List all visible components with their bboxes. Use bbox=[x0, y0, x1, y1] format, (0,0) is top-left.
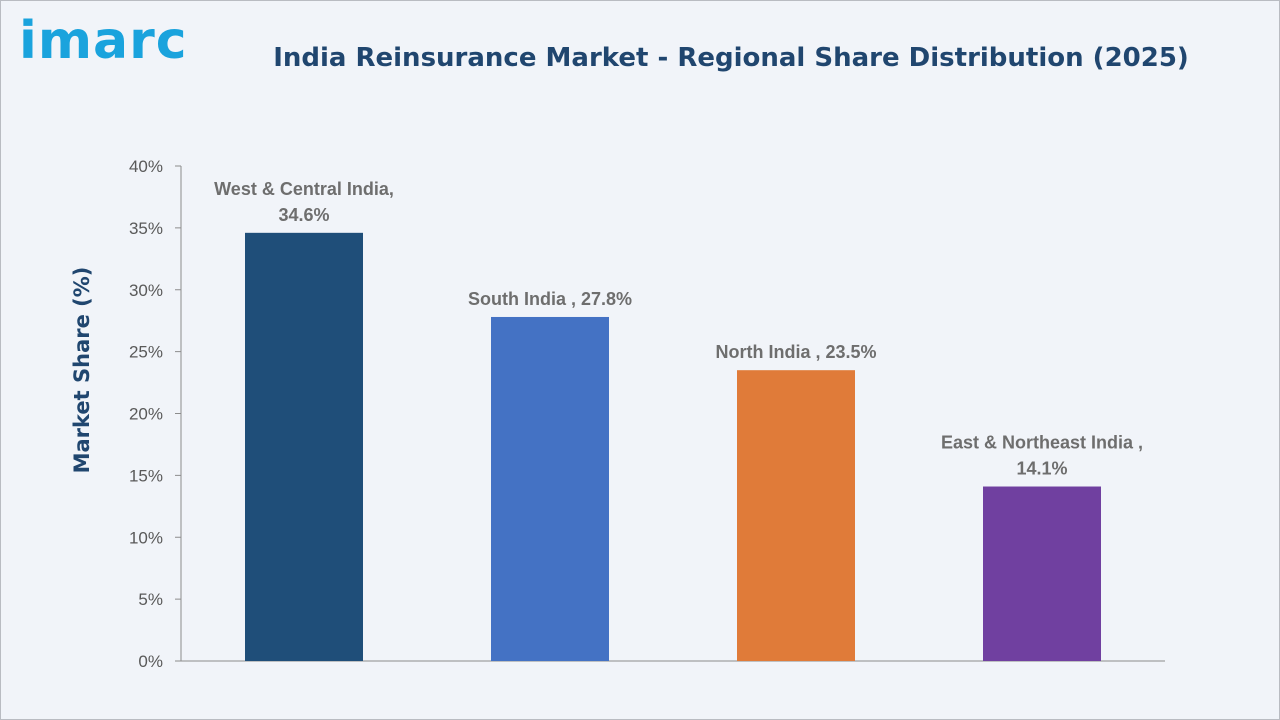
imarc-logo: imarc bbox=[19, 11, 188, 71]
y-tick-label: 20% bbox=[129, 405, 163, 424]
y-tick-label: 30% bbox=[129, 281, 163, 300]
bar-data-label: South India , 27.8% bbox=[468, 289, 632, 309]
y-tick-label: 25% bbox=[129, 343, 163, 362]
chart-title: India Reinsurance Market - Regional Shar… bbox=[273, 43, 1189, 73]
y-tick-label: 15% bbox=[129, 466, 163, 485]
y-tick-label: 5% bbox=[138, 590, 163, 609]
y-tick-label: 10% bbox=[129, 528, 163, 547]
bar bbox=[983, 486, 1101, 661]
bar-data-label: 34.6% bbox=[278, 205, 329, 225]
bar-data-label: North India , 23.5% bbox=[715, 342, 876, 362]
y-tick-label: 35% bbox=[129, 219, 163, 238]
bar bbox=[491, 316, 609, 661]
y-tick-label: 0% bbox=[138, 652, 163, 671]
bar bbox=[737, 370, 855, 661]
bar-data-label: East & Northeast India , bbox=[941, 433, 1143, 453]
y-axis-title: Market Share (%) bbox=[70, 267, 94, 474]
bar bbox=[245, 232, 363, 661]
y-tick-label: 40% bbox=[129, 157, 163, 176]
bar-data-label: 14.1% bbox=[1016, 459, 1067, 479]
bar-data-label: West & Central India, bbox=[214, 179, 394, 199]
